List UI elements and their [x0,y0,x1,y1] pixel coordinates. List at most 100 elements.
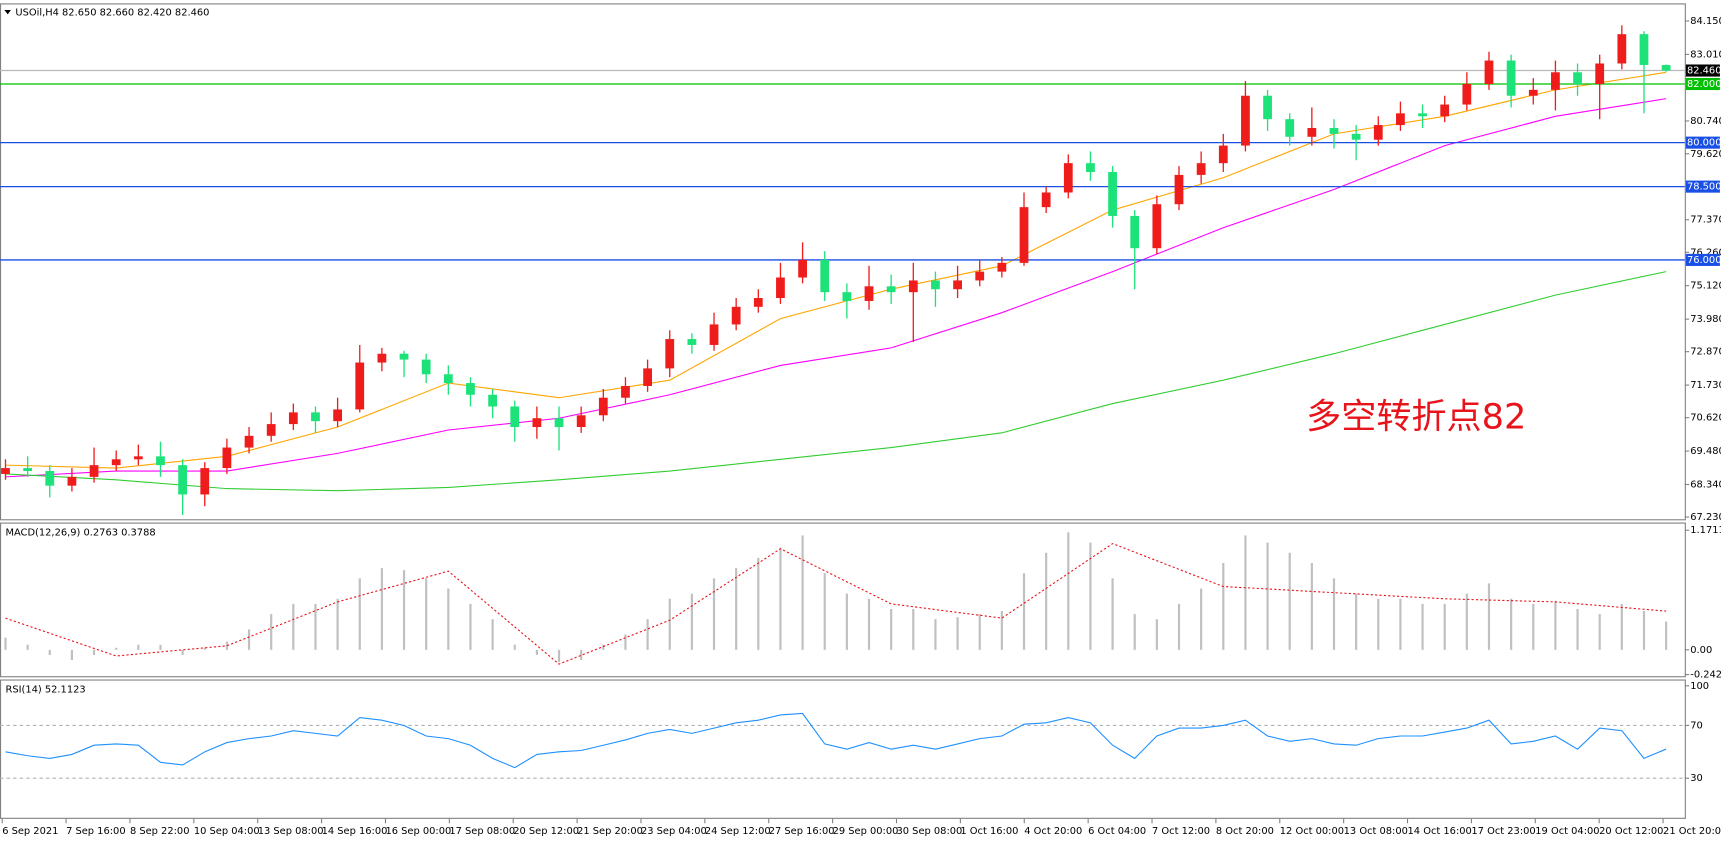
symbol-arrow [4,9,11,15]
candle-body [1086,163,1095,172]
candle-body [1241,95,1250,146]
macd-bar [1355,593,1358,650]
macd-panel-frame [0,522,1686,678]
candle-body [1595,63,1605,85]
macd-bar [646,619,649,650]
candle-body [111,459,121,466]
x-tick-label: 23 Sep 04:00 [641,826,707,837]
candle-body [510,406,520,428]
y-tick-label: 83.010 [1690,49,1721,60]
macd-bar [159,644,162,650]
level-label: 80.000 [1687,138,1721,149]
candle-body [67,476,77,486]
macd-bar [1022,573,1026,650]
macd-bar [270,614,273,650]
y-tick-label: 70.620 [1690,413,1721,424]
macd-bar [336,598,339,650]
macd-bar [469,603,472,650]
candle-body [1152,204,1162,249]
macd-bar [668,598,671,650]
annotation: 多空转折点82 [1306,396,1526,437]
macd-bar [1244,535,1247,650]
candle-body [798,259,807,278]
macd-bar [823,573,826,650]
macd-bar [602,644,605,650]
macd-bar [1133,614,1136,650]
macd-bar [402,570,406,650]
candle-body [244,435,254,448]
macd-bar [1665,621,1668,650]
level-label: 78.500 [1687,182,1721,193]
candle-body [1263,95,1272,120]
candle-body [288,412,298,425]
candle-body [89,465,99,477]
macd-bar [425,578,428,650]
macd-title: MACD(12,26,9) 0.2763 0.3788 [5,527,155,538]
macd-bar [1620,603,1623,650]
macd-bar [580,649,583,661]
candle-body [1019,207,1029,263]
macd-bar [380,568,383,650]
x-tick-label: 19 Oct 04:00 [1535,826,1599,837]
candle-body [576,415,586,428]
candle-body [908,280,918,293]
moving-average [5,71,1667,469]
candle-body [443,374,453,384]
macd-bar [1532,603,1535,650]
candle-body [842,292,852,301]
price-panel-frame [0,3,1686,521]
macd-bar [1045,552,1048,650]
macd-bar [1288,552,1291,650]
macd-bar [1266,542,1269,650]
candle-body [709,324,719,345]
macd-bar [624,634,627,650]
rsi-title: RSI(14) 52.1123 [5,684,85,695]
macd-bar [867,598,871,650]
macd-bar [735,568,738,650]
candle-body [643,368,652,386]
y-tick-label: 75.120 [1690,281,1721,292]
candle-body [953,280,962,290]
x-tick-label: 7 Sep 16:00 [66,826,126,837]
macd-bar [1598,614,1601,650]
level-label: 76.000 [1687,255,1721,266]
candle-body [665,339,675,369]
moving-average [5,271,1667,492]
candle-body [1573,72,1582,85]
y-tick-label: 68.340 [1690,479,1721,490]
candle-body [1063,163,1073,193]
candle-body [266,424,276,436]
x-tick-label: 21 Oct 20:00 [1663,826,1721,837]
candle-body [1,468,10,474]
candle-body [421,359,431,375]
x-tick-label: 6 Oct 04:00 [1088,826,1146,837]
macd-bar [1111,578,1114,650]
candle-body [1307,127,1317,137]
candle-body [1418,113,1427,117]
macd-bar [1000,611,1003,650]
y-tick-label: 76.260 [1690,247,1721,258]
macd-bar [690,593,693,650]
candle-body [466,383,475,395]
candle-body [1617,34,1627,64]
x-tick-label: 17 Oct 23:00 [1471,826,1535,837]
candle-body [687,339,697,345]
level-label-bg [1685,180,1720,193]
price-title: USOil,H4 82.650 82.660 82.420 82.460 [15,8,209,19]
macd-bar [225,641,229,650]
x-tick-label: 8 Sep 22:00 [130,826,190,837]
y-tick-label: 80.740 [1690,116,1721,127]
level-label-bg [1685,136,1720,149]
macd-bar [137,644,140,650]
x-tick-label: 13 Sep 08:00 [258,826,324,837]
macd-bar [1465,593,1468,650]
candle-body [997,262,1007,272]
candle-body [1661,64,1671,71]
macd-bar [181,649,184,655]
y-tick-label: 84.150 [1690,16,1721,27]
candle-body [133,456,143,460]
level-label-bg [1685,64,1720,77]
